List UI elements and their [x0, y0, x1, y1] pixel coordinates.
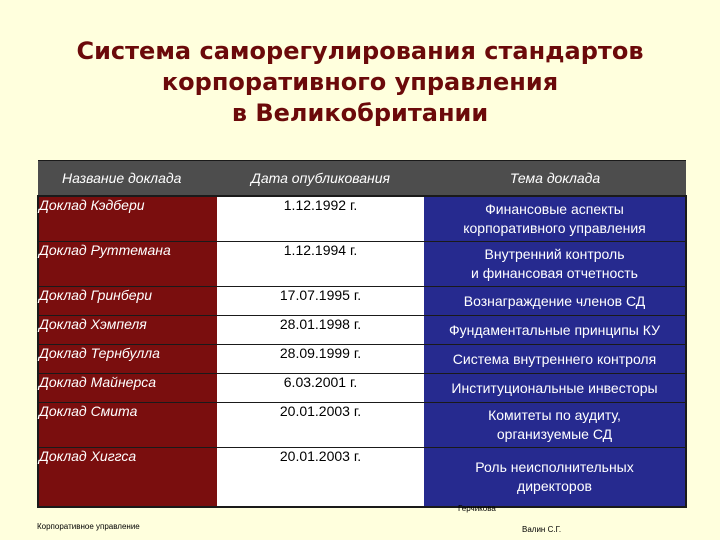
- report-topic-line-1: Финансовые аспекты: [485, 201, 624, 217]
- report-date: 6.03.2001 г.: [217, 373, 424, 403]
- report-name: Доклад Кэдбери: [37, 195, 217, 242]
- report-topic-line-1: Внутренний контроль: [484, 246, 625, 262]
- reports-table: Название доклада Дата опубликования Тема…: [37, 160, 687, 508]
- report-name: Доклад Хиггса: [37, 447, 217, 508]
- report-date: 20.01.2003 г.: [217, 447, 424, 508]
- footer-author-2: Валин С.Г.: [522, 525, 562, 534]
- table-row: Доклад Хиггса 20.01.2003 г. Роль неиспол…: [37, 447, 687, 508]
- report-date: 28.09.1999 г.: [217, 344, 424, 374]
- report-name: Доклад Руттемана: [37, 241, 217, 287]
- header-report-topic: Тема доклада: [424, 160, 686, 197]
- report-name: Доклад Гринбери: [37, 286, 217, 316]
- table-row: Доклад Тернбулла 28.09.1999 г. Система в…: [37, 344, 687, 374]
- table-row: Доклад Смита 20.01.2003 г. Комитеты по а…: [37, 402, 687, 448]
- report-topic: Комитеты по аудиту, организуемые СД: [424, 402, 687, 448]
- table-row: Доклад Хэмпеля 28.01.1998 г. Фундаментал…: [37, 315, 687, 345]
- slide-title: Система саморегулирования стандартов кор…: [0, 36, 720, 129]
- report-topic-line-2: корпоративного управления: [463, 220, 646, 236]
- report-date: 17.07.1995 г.: [217, 286, 424, 316]
- report-topic-line-1: Роль неисполнительных: [475, 459, 634, 475]
- report-name: Доклад Смита: [37, 402, 217, 448]
- table-row: Доклад Кэдбери 1.12.1992 г. Финансовые а…: [37, 195, 687, 242]
- report-topic-line-1: Комитеты по аудиту,: [488, 407, 621, 423]
- report-topic-line-2: организуемые СД: [496, 426, 613, 442]
- report-date: 20.01.2003 г.: [217, 402, 424, 448]
- report-date: 28.01.1998 г.: [217, 315, 424, 345]
- table-row: Доклад Гринбери 17.07.1995 г. Вознагражд…: [37, 286, 687, 316]
- report-date: 1.12.1994 г.: [217, 241, 424, 287]
- title-line-1: Система саморегулирования стандартов: [76, 37, 644, 65]
- table-header-row: Название доклада Дата опубликования Тема…: [38, 160, 686, 197]
- table-row: Доклад Майнерса 6.03.2001 г. Институцион…: [37, 373, 687, 403]
- report-topic: Система внутреннего контроля: [424, 344, 687, 374]
- table-row: Доклад Руттемана 1.12.1994 г. Внутренний…: [37, 241, 687, 287]
- report-topic-line-2: директоров: [517, 478, 592, 494]
- report-topic: Роль неисполнительных директоров: [424, 447, 687, 508]
- title-line-3: в Великобритании: [231, 99, 489, 127]
- header-report-name: Название доклада: [38, 160, 217, 197]
- report-name: Доклад Хэмпеля: [37, 315, 217, 345]
- report-topic: Институциональные инвесторы: [424, 373, 687, 403]
- footer-author-1: Герчикова: [458, 504, 496, 513]
- report-topic: Внутренний контроль и финансовая отчетнос…: [424, 241, 687, 287]
- footer-course-name: Корпоративное управление: [37, 522, 140, 531]
- report-name: Доклад Майнерса: [37, 373, 217, 403]
- report-topic-line-2: и финансовая отчетность: [471, 265, 638, 281]
- report-topic: Фундаментальные принципы КУ: [424, 315, 687, 345]
- report-topic: Вознаграждение членов СД: [424, 286, 687, 316]
- report-name: Доклад Тернбулла: [37, 344, 217, 374]
- report-topic: Финансовые аспекты корпоративного управле…: [424, 195, 687, 242]
- title-line-2: корпоративного управления: [161, 68, 559, 96]
- report-date: 1.12.1992 г.: [217, 195, 424, 242]
- header-publication-date: Дата опубликования: [217, 160, 424, 197]
